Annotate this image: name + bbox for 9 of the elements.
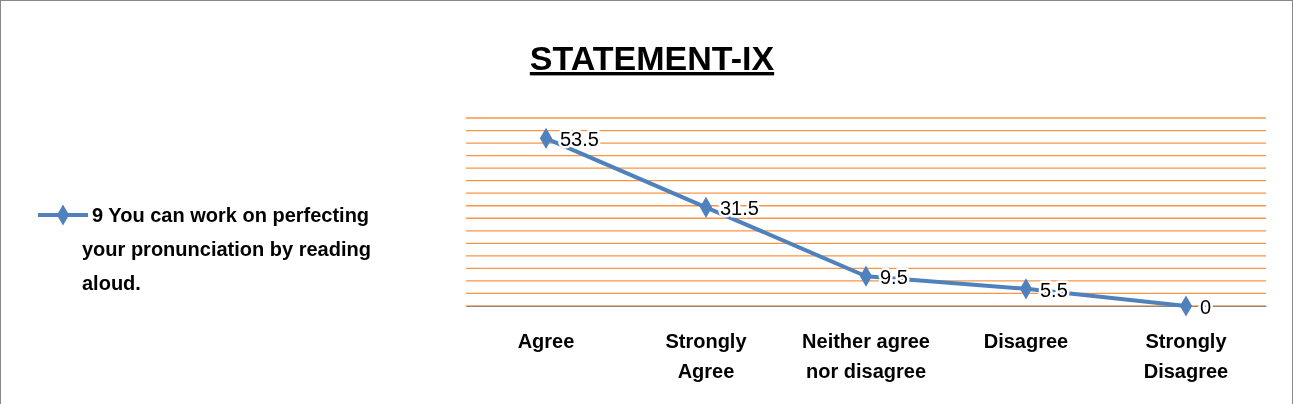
x-tick-label: Strongly Agree — [665, 330, 748, 382]
x-tick-label: Disagree — [983, 330, 1069, 352]
x-tick-label: Neither agree nor disagree — [802, 330, 930, 382]
x-tick-label: Strongly Disagree — [1143, 330, 1229, 382]
data-label: 53.5 — [560, 128, 599, 151]
legend-label: 9 You can work on perfecting your pronunciation by reading aloud. — [82, 204, 371, 294]
chart-title: STATEMENT-IX — [529, 39, 775, 77]
x-tick-label: Agree — [517, 330, 575, 352]
data-label: 0 — [1200, 296, 1212, 318]
